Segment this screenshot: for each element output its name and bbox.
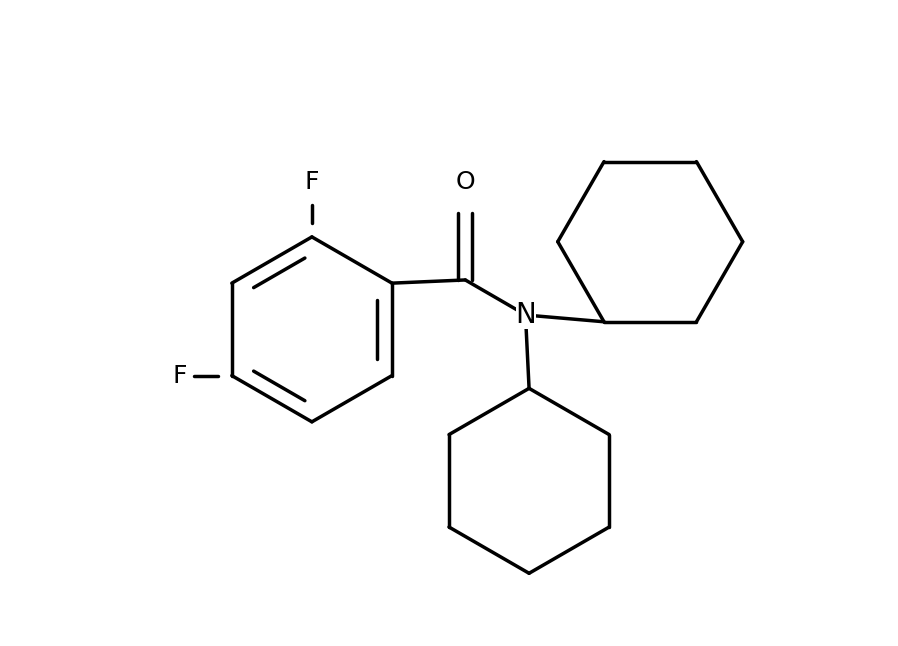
Text: F: F	[172, 364, 187, 388]
Text: N: N	[515, 301, 536, 329]
Text: O: O	[455, 170, 475, 194]
Text: F: F	[304, 170, 319, 194]
